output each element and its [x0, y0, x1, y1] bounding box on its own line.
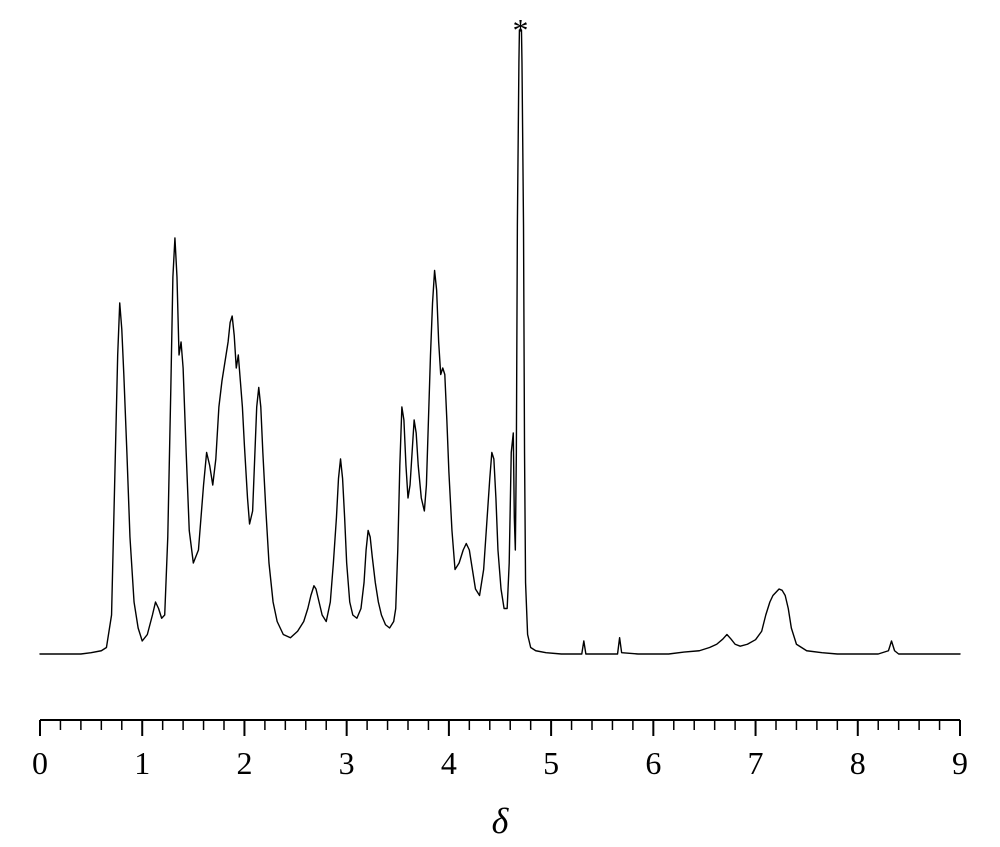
chart-svg: [0, 0, 1000, 847]
x-tick-label: 3: [339, 745, 355, 782]
x-tick-label: 7: [748, 745, 764, 782]
x-axis-label: δ: [492, 800, 509, 842]
x-tick-label: 6: [645, 745, 661, 782]
x-tick-label: 5: [543, 745, 559, 782]
nmr-spectrum-chart: * δ 0 1 2 3 4 5 6 7 8 9: [0, 0, 1000, 847]
x-tick-label: 8: [850, 745, 866, 782]
x-tick-label: 4: [441, 745, 457, 782]
x-tick-label: 9: [952, 745, 968, 782]
x-tick-label: 1: [134, 745, 150, 782]
x-tick-label: 0: [32, 745, 48, 782]
solvent-peak-annotation: *: [512, 12, 528, 49]
x-tick-label: 2: [236, 745, 252, 782]
